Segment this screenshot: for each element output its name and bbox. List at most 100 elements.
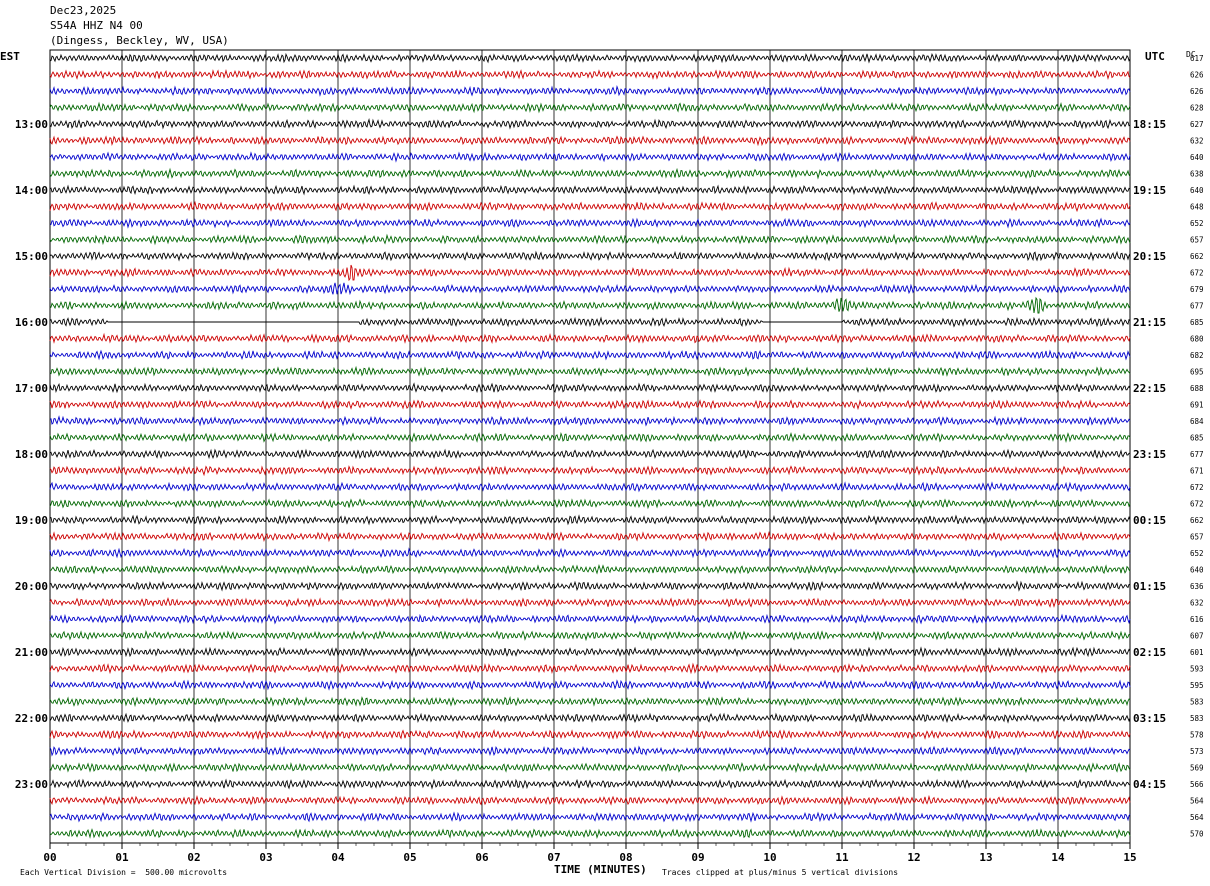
seismic-trace	[49, 296, 1131, 314]
x-tick-label: 14	[1051, 851, 1065, 864]
dc-offset-label: 564	[1190, 813, 1204, 822]
x-tick-label: 00	[43, 851, 56, 864]
seismic-trace	[49, 332, 1131, 345]
dc-offset-label: 564	[1190, 797, 1204, 806]
x-tick-label: 03	[259, 851, 272, 864]
seismic-trace	[49, 217, 1131, 229]
dc-offset-label: 632	[1190, 599, 1204, 608]
dc-offset-label: 677	[1190, 450, 1204, 459]
seismic-trace	[49, 481, 1131, 493]
seismic-trace	[49, 264, 1131, 282]
dc-offset-label: 672	[1190, 500, 1204, 509]
seismic-trace	[49, 85, 1131, 97]
utc-hour-label: 23:15	[1133, 448, 1166, 461]
x-tick-label: 04	[331, 851, 345, 864]
dc-offset-label: 684	[1190, 417, 1204, 426]
seismic-trace	[49, 530, 1131, 543]
seismic-trace	[49, 465, 1131, 477]
dc-offset-label: 626	[1190, 87, 1204, 96]
dc-offset-label: 695	[1190, 368, 1204, 377]
utc-axis-label: UTC	[1145, 50, 1165, 63]
x-tick-label: 05	[403, 851, 416, 864]
plot-frame	[49, 49, 1131, 844]
seismic-trace	[49, 316, 1131, 328]
x-tick-label: 11	[835, 851, 849, 864]
dc-offset-label: 607	[1190, 632, 1204, 641]
dc-offset-label: 640	[1190, 186, 1204, 195]
dc-offset-label: 691	[1190, 401, 1204, 410]
seismic-trace	[49, 349, 1131, 361]
est-hour-label: 14:00	[15, 184, 48, 197]
scale-note: Each Vertical Division = 500.00 microvol…	[20, 868, 228, 877]
seismic-trace	[49, 613, 1131, 625]
dc-offset-label: 657	[1190, 236, 1204, 245]
est-hour-label: 23:00	[15, 778, 48, 791]
seismic-trace	[49, 596, 1131, 609]
seismic-trace	[49, 399, 1131, 411]
est-hour-label: 19:00	[15, 514, 48, 527]
seismic-trace	[49, 117, 1131, 130]
dc-offset-label: 671	[1190, 467, 1204, 476]
dc-offset-label: 685	[1190, 434, 1204, 443]
x-tick-label: 10	[763, 851, 776, 864]
seismic-trace	[49, 448, 1131, 460]
seismic-trace	[49, 415, 1131, 427]
utc-hour-label: 04:15	[1133, 778, 1166, 791]
dc-offset-label: 682	[1190, 351, 1204, 360]
x-axis-title: TIME (MINUTES)	[554, 863, 647, 876]
dc-offset-label: 601	[1190, 648, 1204, 657]
seismic-trace	[49, 679, 1131, 691]
x-tick-label: 12	[907, 851, 920, 864]
seismic-trace	[49, 382, 1131, 394]
dc-offset-label: 593	[1190, 665, 1204, 674]
seismic-trace	[49, 282, 1131, 296]
seismic-trace	[49, 762, 1131, 774]
seismic-trace	[49, 233, 1131, 246]
seismic-trace	[49, 712, 1131, 724]
dc-offset-label: 626	[1190, 71, 1204, 80]
x-tick-label: 06	[475, 851, 489, 864]
dc-offset-label: 640	[1190, 153, 1204, 162]
seismic-trace	[49, 580, 1131, 592]
est-hour-label: 18:00	[15, 448, 48, 461]
seismic-trace	[49, 728, 1131, 740]
dc-offset-label: 662	[1190, 516, 1204, 525]
seismic-trace	[49, 696, 1131, 708]
dc-offset-label: 652	[1190, 549, 1204, 558]
dc-offset-label: 573	[1190, 747, 1204, 756]
dc-offset-label: 628	[1190, 104, 1204, 113]
dc-offset-label: 583	[1190, 698, 1204, 707]
seismic-trace	[49, 250, 1131, 262]
seismic-trace	[49, 662, 1131, 675]
dc-offset-label: 570	[1190, 830, 1204, 839]
seismic-trace	[49, 778, 1131, 790]
x-tick-label: 01	[115, 851, 129, 864]
dc-offset-label: 672	[1190, 269, 1204, 278]
station-location: (Dingess, Beckley, WV, USA)	[50, 34, 229, 47]
seismic-trace	[49, 167, 1131, 180]
est-axis-label: EST	[0, 50, 20, 63]
utc-hour-label: 19:15	[1133, 184, 1166, 197]
dc-offset-label: 595	[1190, 681, 1204, 690]
dc-offset-label: 569	[1190, 764, 1204, 773]
seismic-trace	[49, 151, 1131, 163]
dc-offset-label: 652	[1190, 219, 1204, 228]
x-tick-label: 02	[187, 851, 200, 864]
seismic-trace	[49, 498, 1131, 510]
est-hour-label: 15:00	[15, 250, 48, 263]
seismic-trace	[49, 514, 1131, 526]
x-tick-label: 08	[619, 851, 632, 864]
seismic-trace	[49, 811, 1131, 823]
seismic-trace	[49, 564, 1131, 575]
dc-offset-label: 640	[1190, 566, 1204, 575]
est-hour-label: 20:00	[15, 580, 48, 593]
utc-hour-label: 18:15	[1133, 118, 1166, 131]
dc-offset-label: 677	[1190, 302, 1204, 311]
seismic-trace	[49, 745, 1131, 757]
utc-hour-label: 22:15	[1133, 382, 1166, 395]
seismic-trace	[49, 629, 1131, 642]
dc-offset-label: 685	[1190, 318, 1204, 327]
dc-offset-label: 688	[1190, 384, 1204, 393]
dc-offset-label: 657	[1190, 533, 1204, 542]
